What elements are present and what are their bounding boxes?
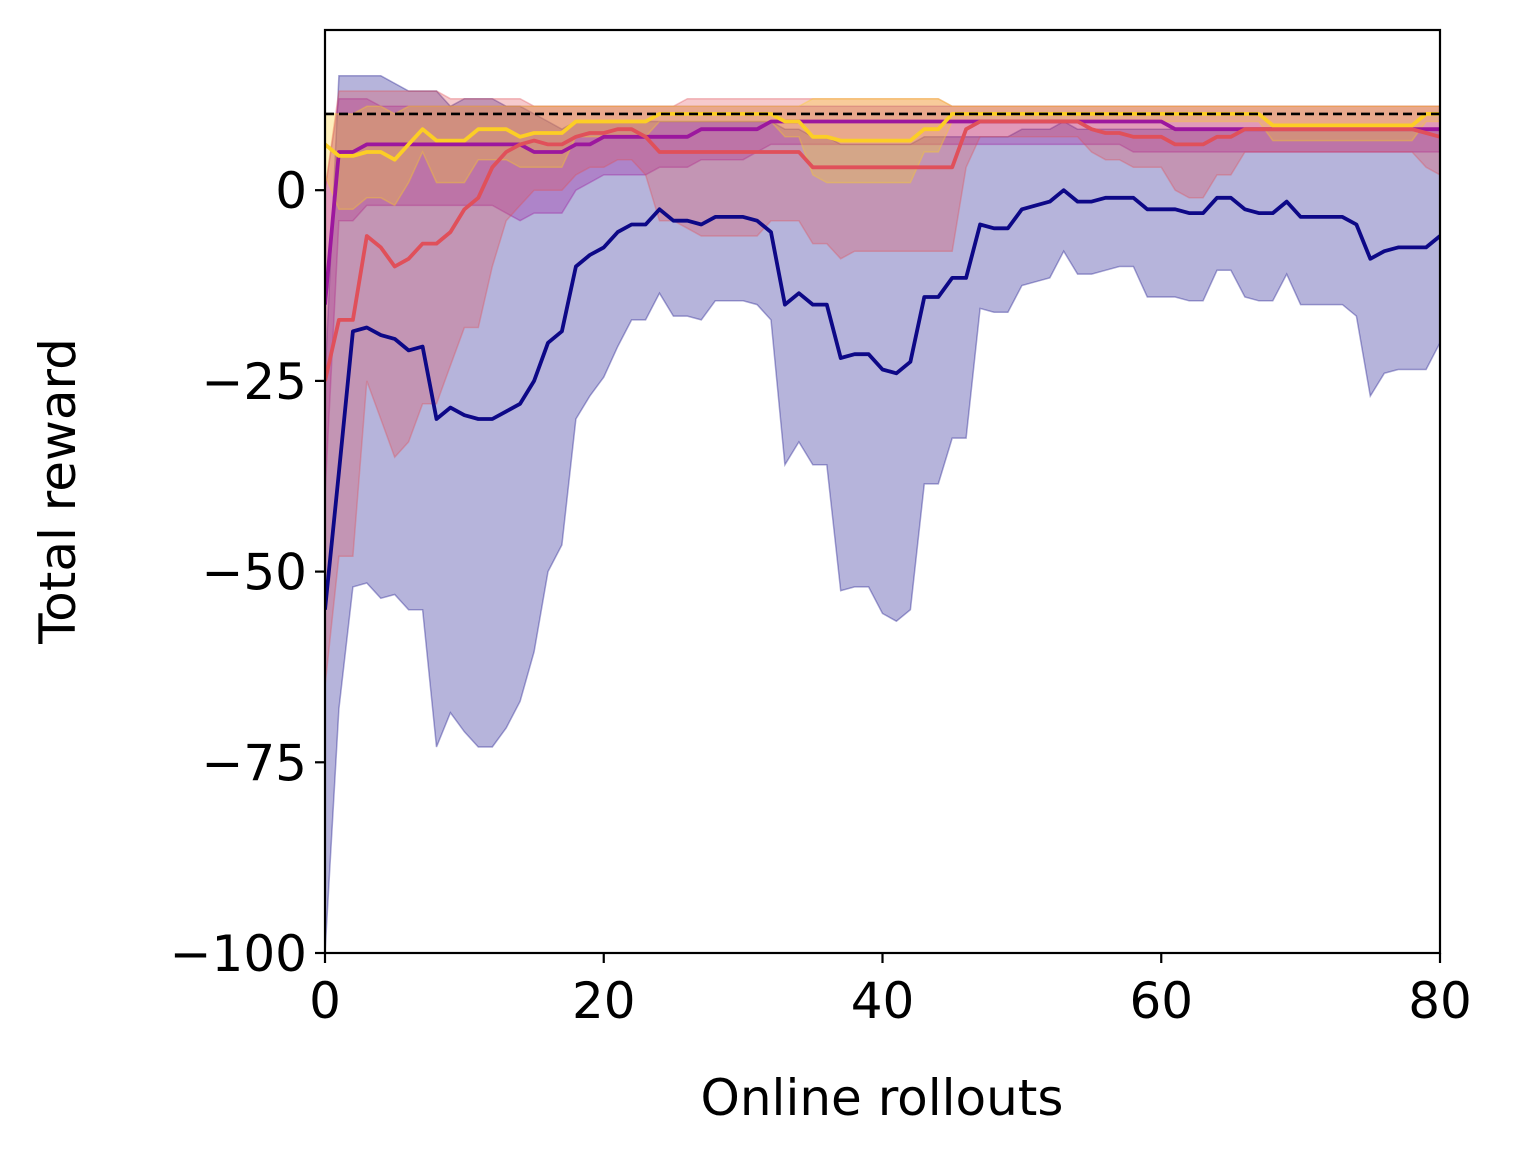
band-series-4 [325,97,1440,211]
x-tick-label: 80 [1408,972,1472,1030]
x-tick-label: 20 [572,972,636,1030]
y-tick-label: 0 [275,162,307,220]
band-series-3 [325,90,1440,687]
x-tick-label: 0 [309,972,341,1030]
y-axis-ticks: −100 −75 −50 −25 0 [170,162,325,983]
y-axis-label: Total reward [29,338,87,645]
x-tick-label: 60 [1129,972,1193,1030]
band-series-1 [325,75,1440,953]
line-series-3 [325,119,1440,382]
x-axis-ticks: 0 20 40 60 80 [309,953,1472,1030]
y-tick-label: −75 [201,734,307,792]
x-axis-label: Online rollouts [701,1069,1064,1127]
y-tick-label: −25 [201,353,307,411]
line-series-1 [325,188,1440,610]
x-tick-label: 40 [851,972,915,1030]
y-tick-label: −100 [170,925,307,983]
y-tick-label: −50 [201,544,307,602]
